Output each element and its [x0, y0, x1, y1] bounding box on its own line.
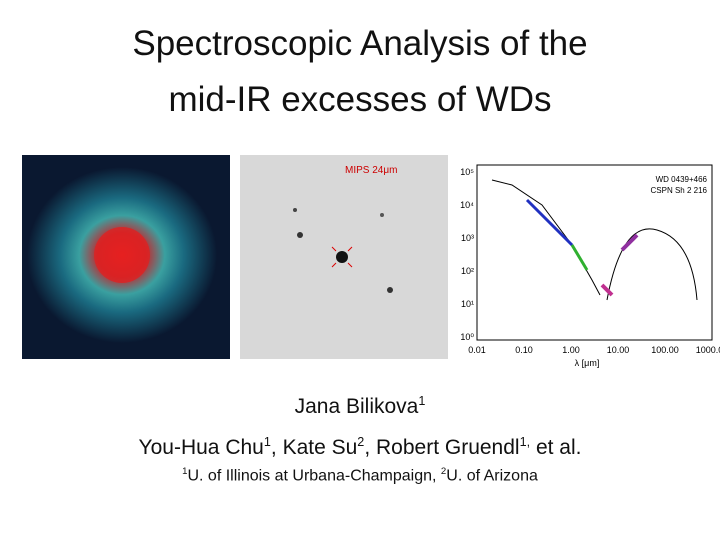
y-tick-label: 10³	[461, 233, 474, 243]
x-tick-label: 0.01	[468, 345, 486, 355]
title-line: Spectroscopic Analysis of the	[132, 24, 588, 63]
affiliations: 1U. of Illinois at Urbana-Champaign, 2U.…	[182, 466, 538, 485]
legend-label: WD 0439+466	[656, 175, 708, 184]
sed-plot: 0.01 0.10 1.00 10.00 100.00 1000.00 10⁵ 10⁴ 10³ 1…	[460, 164, 720, 368]
affiliation: U. of Illinois at Urbana-Champaign	[187, 467, 433, 485]
x-axis-label: λ [μm]	[575, 358, 600, 368]
y-tick-label: 10⁰	[460, 332, 474, 342]
presenter: Jana Bilikova1	[0, 394, 720, 419]
superscript: 2	[357, 435, 365, 449]
y-tick-label: 10¹	[461, 299, 474, 309]
affiliation: U. of Arizona	[446, 467, 538, 485]
mips-image: MIPS 24μm	[240, 155, 448, 359]
author-name: You-Hua Chu	[138, 436, 264, 459]
title-line: mid-IR excesses of WDs	[168, 80, 552, 119]
x-tick-label: 10.00	[607, 345, 630, 355]
x-tick-label: 0.10	[515, 345, 533, 355]
superscript: 1	[263, 435, 271, 449]
y-tick-label: 10²	[461, 266, 474, 276]
nebula-image	[22, 155, 230, 359]
image-label: MIPS 24μm	[345, 165, 397, 176]
superscript: 1	[418, 394, 426, 408]
author-name: Robert Gruendl	[376, 436, 520, 459]
y-tick-label: 10⁴	[460, 200, 474, 210]
x-tick-label: 100.00	[651, 345, 679, 355]
x-tick-label: 1000.00	[696, 345, 720, 355]
superscript: 1,	[519, 435, 531, 449]
authors: You-Hua Chu1, Kate Su2, Robert Gruendl1,…	[138, 435, 582, 459]
legend-label: CSPN Sh 2 216	[651, 186, 708, 195]
superscript: 1	[182, 466, 188, 477]
x-tick-label: 1.00	[562, 345, 580, 355]
superscript: 2	[440, 466, 447, 477]
author-name: Kate Su	[282, 436, 358, 459]
y-tick-label: 10⁵	[460, 167, 474, 177]
presenter-name: Jana Bilikova	[294, 395, 419, 418]
author-name: et al.	[535, 436, 582, 459]
